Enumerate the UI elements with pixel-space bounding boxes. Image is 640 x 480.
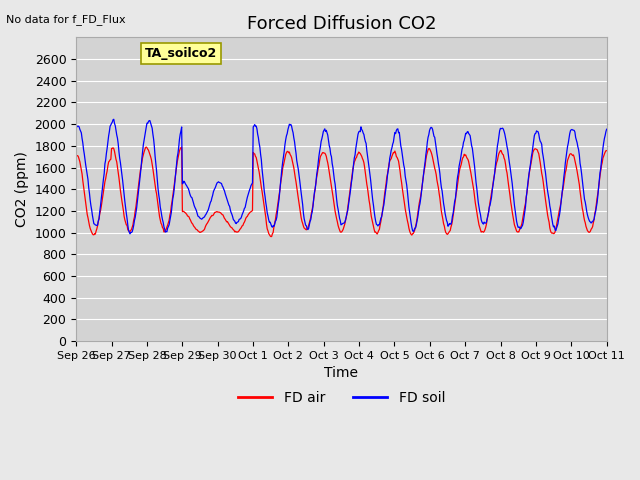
FD air <box>603 148 611 154</box>
FD air <box>136 168 144 174</box>
FD air <box>407 231 415 237</box>
FD soil <box>407 220 415 226</box>
FD soil <box>423 146 431 152</box>
Line: FD soil: FD soil <box>76 120 607 234</box>
Text: No data for f_FD_Flux: No data for f_FD_Flux <box>6 14 126 25</box>
Legend: FD air, FD soil: FD air, FD soil <box>232 385 451 410</box>
Y-axis label: CO2 (ppm): CO2 (ppm) <box>15 151 29 227</box>
FD soil <box>72 126 80 132</box>
FD air <box>267 234 275 240</box>
FD soil <box>138 156 146 162</box>
Line: FD air: FD air <box>76 147 607 237</box>
FD air <box>191 225 199 230</box>
FD soil <box>220 186 228 192</box>
FD air <box>82 201 90 206</box>
Title: Forced Diffusion CO2: Forced Diffusion CO2 <box>246 15 436 33</box>
FD soil <box>192 206 200 212</box>
FD air <box>143 144 150 150</box>
FD soil <box>82 162 90 168</box>
FD soil <box>603 126 611 132</box>
FD air <box>423 152 431 158</box>
FD air <box>219 212 227 218</box>
Text: TA_soilco2: TA_soilco2 <box>145 47 218 60</box>
X-axis label: Time: Time <box>324 366 358 381</box>
FD soil <box>110 117 118 122</box>
FD air <box>72 152 80 158</box>
FD soil <box>126 231 134 237</box>
